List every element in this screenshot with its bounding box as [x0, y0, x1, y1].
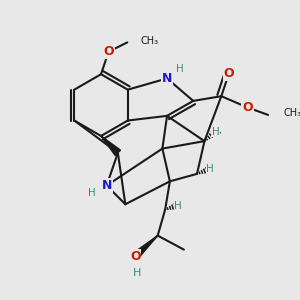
Text: H: H: [88, 188, 96, 198]
Text: H: H: [176, 64, 184, 74]
Text: O: O: [242, 101, 253, 114]
Text: H: H: [174, 201, 182, 211]
Text: N: N: [162, 72, 172, 85]
Text: O: O: [224, 67, 234, 80]
Text: CH₃: CH₃: [283, 108, 300, 118]
Text: CH₃: CH₃: [140, 36, 158, 46]
Text: H: H: [133, 268, 141, 278]
Text: O: O: [103, 45, 114, 58]
Text: N: N: [101, 179, 112, 192]
Polygon shape: [133, 236, 158, 259]
Text: H: H: [212, 127, 220, 137]
Text: O: O: [130, 250, 141, 263]
Text: H: H: [206, 164, 214, 174]
Polygon shape: [101, 136, 121, 155]
